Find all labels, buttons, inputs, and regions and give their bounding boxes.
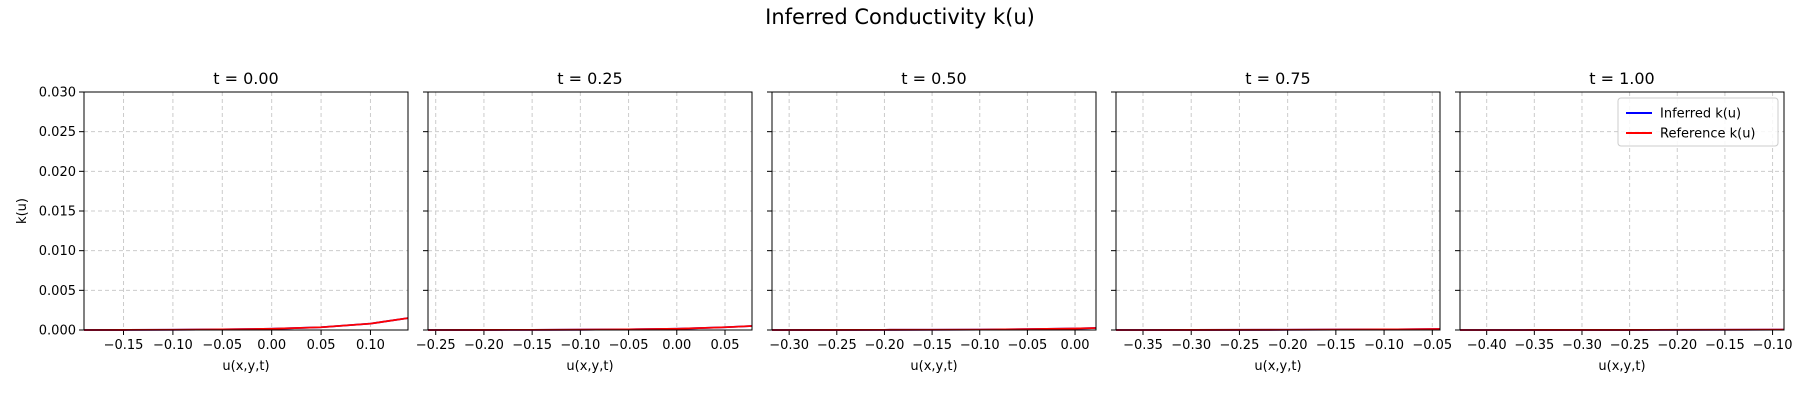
x-tick-label: 0.00 bbox=[257, 338, 286, 353]
x-tick-label: −0.10 bbox=[560, 338, 600, 353]
subplot-title: t = 0.75 bbox=[1245, 69, 1310, 88]
subplot-panels: t = 0.00−0.15 −0.10 −0.05 0.00 0.05 0.100.000… bbox=[15, 69, 1792, 374]
x-tick-label: −0.05 bbox=[202, 338, 242, 353]
x-tick-label: 0.05 bbox=[711, 338, 740, 353]
y-tick-label: 0.015 bbox=[39, 205, 76, 220]
axes-frame bbox=[83, 91, 409, 331]
y-tick-label: 0.010 bbox=[39, 244, 76, 259]
axes-frame bbox=[771, 91, 1097, 331]
x-tick-label: −0.15 bbox=[104, 338, 144, 353]
y-tick-label: 0.025 bbox=[39, 125, 76, 140]
axes-frame bbox=[1459, 91, 1785, 331]
x-tick-label: −0.10 bbox=[1753, 338, 1793, 353]
subplot-3: t = 0.75 −0.35 −0.30 −0.25 −0.20 −0.15 −0.10 −0… bbox=[1111, 69, 1452, 374]
x-tick-label: −0.10 bbox=[153, 338, 193, 353]
x-axis-label: u(x,y,t) bbox=[1598, 359, 1645, 374]
x-tick-label: −0.30 bbox=[769, 338, 809, 353]
y-tick-label: 0.005 bbox=[39, 284, 76, 299]
x-tick-label: −0.25 bbox=[1610, 338, 1650, 353]
subplot-title: t = 1.00 bbox=[1589, 69, 1654, 88]
x-tick-label: −0.35 bbox=[1123, 338, 1163, 353]
x-tick-label: −0.25 bbox=[817, 338, 857, 353]
x-tick-label: −0.20 bbox=[1268, 338, 1308, 353]
x-tick-label: −0.10 bbox=[1364, 338, 1404, 353]
x-tick-label: −0.15 bbox=[512, 338, 552, 353]
subplot-2: t = 0.50 −0.30 −0.25 −0.20 −0.15 −0.10 −0.05 0.… bbox=[767, 69, 1097, 374]
subplot-title: t = 0.25 bbox=[557, 69, 622, 88]
x-tick-label: −0.05 bbox=[1412, 338, 1452, 353]
series-line-reference bbox=[84, 317, 408, 331]
x-tick-label: −0.15 bbox=[1316, 338, 1356, 353]
axes-frame bbox=[1115, 91, 1441, 331]
x-tick-label: −0.05 bbox=[1007, 338, 1047, 353]
x-tick-label: −0.20 bbox=[1657, 338, 1697, 353]
x-tick-label: 0.00 bbox=[662, 338, 691, 353]
x-tick-label: −0.30 bbox=[1562, 338, 1602, 353]
figure-title: Inferred Conductivity k(u) bbox=[765, 5, 1035, 29]
x-tick-label: 0.05 bbox=[307, 338, 336, 353]
subplot-1: t = 0.25 −0.25 −0.20 −0.15 −0.10 −0.05 0.00 0.0… bbox=[416, 69, 753, 374]
x-axis-label: u(x,y,t) bbox=[1254, 359, 1301, 374]
x-tick-label: −0.05 bbox=[609, 338, 649, 353]
x-tick-label: −0.25 bbox=[1220, 338, 1260, 353]
legend-label-reference: Reference k(u) bbox=[1660, 127, 1756, 142]
x-tick-label: −0.25 bbox=[416, 338, 456, 353]
x-tick-label: −0.30 bbox=[1171, 338, 1211, 353]
y-axis-label: k(u) bbox=[15, 198, 30, 224]
axes-frame bbox=[427, 91, 753, 331]
subplot-title: t = 0.00 bbox=[213, 69, 278, 88]
series-line-reference bbox=[428, 325, 752, 331]
x-tick-label: −0.35 bbox=[1514, 338, 1554, 353]
y-tick-label: 0.030 bbox=[39, 86, 76, 101]
x-tick-label: −0.20 bbox=[865, 338, 905, 353]
x-axis-label: u(x,y,t) bbox=[910, 359, 957, 374]
subplot-4: t = 1.00 −0.40 −0.35 −0.30 −0.25 −0.20 −0.15 −0… bbox=[1455, 69, 1792, 374]
x-tick-label: −0.15 bbox=[1705, 338, 1745, 353]
subplot-0: t = 0.00 −0.15 −0.10 −0.05 0.00 0.05 0.10 0.000… bbox=[15, 69, 409, 374]
x-tick-label: −0.15 bbox=[912, 338, 952, 353]
x-axis-label: u(x,y,t) bbox=[566, 359, 613, 374]
x-tick-label: −0.20 bbox=[464, 338, 504, 353]
legend: Inferred k(u) Reference k(u) bbox=[1617, 97, 1779, 147]
x-tick-label: −0.40 bbox=[1467, 338, 1507, 353]
y-tick-label: 0.020 bbox=[39, 165, 76, 180]
x-axis-label: u(x,y,t) bbox=[222, 359, 269, 374]
x-tick-label: 0.10 bbox=[356, 338, 385, 353]
y-tick-label: 0.000 bbox=[39, 324, 76, 339]
x-tick-label: −0.10 bbox=[960, 338, 1000, 353]
subplot-title: t = 0.50 bbox=[901, 69, 966, 88]
legend-label-inferred: Inferred k(u) bbox=[1660, 107, 1741, 122]
x-tick-label: 0.00 bbox=[1061, 338, 1090, 353]
legend-box bbox=[1617, 97, 1779, 147]
